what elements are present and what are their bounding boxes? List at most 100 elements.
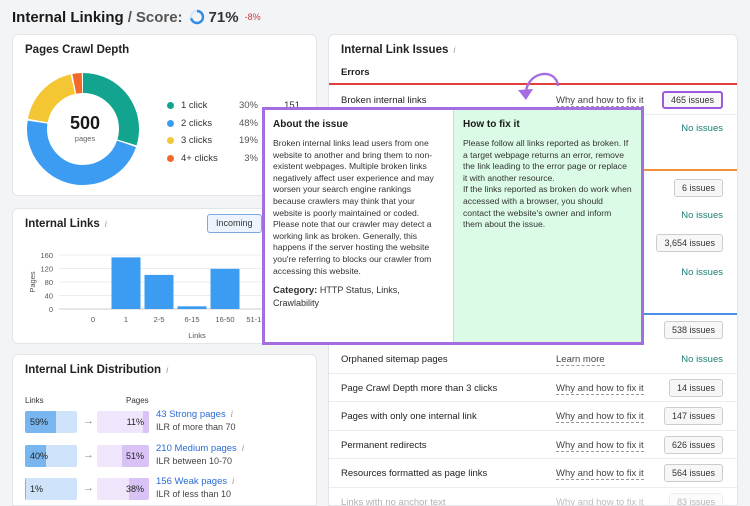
issue-row-no-anchor-text: Links with no anchor text Why and how to… bbox=[329, 488, 737, 506]
info-icon[interactable]: i bbox=[166, 365, 169, 375]
category-value: HTTP Status, Links, Crawlability bbox=[273, 285, 400, 309]
distribution-row-strong: 59% → 11% 43 Strong pages i ILR of more t… bbox=[25, 409, 315, 433]
legend-count: 151 bbox=[284, 100, 300, 112]
about-issue-panel: About the issue Broken internal links le… bbox=[265, 110, 453, 342]
issues-title: Internal Link Issues i bbox=[341, 44, 455, 56]
info-icon[interactable]: i bbox=[104, 219, 107, 229]
pages-share-bar: 51% bbox=[97, 445, 149, 467]
distribution-title-text: Internal Link Distribution bbox=[25, 364, 162, 376]
issue-category: Category: HTTP Status, Links, Crawlabili… bbox=[273, 284, 445, 309]
how-to-fix-link[interactable]: Why and how to fix it bbox=[556, 382, 644, 395]
how-to-fix-heading: How to fix it bbox=[463, 119, 520, 130]
legend-dot bbox=[167, 102, 174, 110]
weak-pages-link[interactable]: 156 Weak pages i bbox=[156, 476, 234, 487]
bar[interactable] bbox=[111, 257, 141, 309]
legend-dot bbox=[167, 154, 174, 162]
y-tick-label: 160 bbox=[40, 251, 53, 260]
issue-name: Page Crawl Depth more than 3 clicks bbox=[341, 382, 498, 394]
medium-pages-link[interactable]: 210 Medium pages i bbox=[156, 443, 244, 454]
y-tick-label: 120 bbox=[40, 265, 53, 274]
medium-pages-link-text: 210 Medium pages bbox=[156, 443, 237, 454]
pages-share-bar: 38% bbox=[97, 478, 149, 500]
how-to-fix-link[interactable]: Why and how to fix it bbox=[556, 497, 644, 506]
issues-count-badge[interactable]: 564 issues bbox=[663, 464, 723, 482]
issues-count-badge[interactable]: 538 issues bbox=[663, 321, 723, 339]
bar[interactable] bbox=[144, 274, 174, 309]
issue-row-resources-as-links: Resources formatted as page links Why an… bbox=[329, 459, 737, 488]
y-tick-label: 80 bbox=[45, 278, 53, 287]
legend-row-1-click[interactable]: 1 click 30% 151 bbox=[167, 97, 315, 115]
warnings-divider bbox=[629, 169, 737, 171]
info-icon[interactable]: i bbox=[230, 409, 233, 419]
info-icon[interactable]: i bbox=[241, 443, 244, 453]
bar[interactable] bbox=[177, 306, 207, 309]
issue-row-permanent-redirects: Permanent redirects Why and how to fix i… bbox=[329, 431, 737, 459]
pages-share-value: 11% bbox=[126, 417, 144, 427]
issues-title-text: Internal Link Issues bbox=[341, 44, 449, 56]
info-icon[interactable]: i bbox=[232, 476, 235, 486]
legend-label: 2 clicks bbox=[181, 117, 213, 129]
legend-label: 1 click bbox=[181, 100, 208, 112]
y-tick-label: 40 bbox=[45, 292, 53, 301]
legend-percent: 48% bbox=[238, 117, 258, 129]
legend-dot bbox=[167, 119, 174, 127]
x-tick-label: 1 bbox=[124, 315, 128, 324]
incoming-toggle-button[interactable]: Incoming bbox=[207, 214, 262, 233]
issues-count-badge[interactable]: 3,654 issues bbox=[656, 234, 723, 252]
donut-total: 500 bbox=[69, 113, 101, 133]
how-to-fix-link[interactable]: Why and how to fix it bbox=[556, 95, 644, 107]
issues-count-badge[interactable]: 465 issues bbox=[661, 91, 723, 109]
legend-label: 3 clicks bbox=[181, 135, 213, 147]
legend-dot bbox=[167, 137, 174, 145]
crawl-depth-title: Pages Crawl Depth bbox=[25, 44, 130, 56]
x-tick-label: 2-5 bbox=[154, 315, 165, 324]
weak-pages-description: ILR of less than 10 bbox=[156, 489, 232, 499]
distribution-title: Internal Link Distribution i bbox=[25, 364, 168, 376]
issue-name: Links with no anchor text bbox=[341, 496, 446, 506]
how-to-fix-link[interactable]: Why and how to fix it bbox=[556, 411, 644, 423]
notices-divider bbox=[629, 313, 737, 315]
internal-links-title: Internal Links i bbox=[25, 218, 107, 230]
crawl-depth-donut bbox=[27, 73, 139, 185]
links-column-header: Links bbox=[25, 396, 44, 405]
medium-pages-description: ILR between 10-70 bbox=[156, 456, 233, 466]
how-to-fix-link[interactable]: Why and how to fix it bbox=[556, 439, 644, 452]
x-tick-label: 6-15 bbox=[184, 315, 199, 324]
donut-slice[interactable] bbox=[27, 73, 139, 185]
no-issues-status: No issues bbox=[681, 210, 723, 221]
how-to-fix-panel: How to fix it Please follow all links re… bbox=[453, 110, 641, 342]
issues-count-badge[interactable]: 83 issues bbox=[668, 492, 723, 505]
about-issue-text: Broken internal links lead users from on… bbox=[273, 138, 434, 276]
strong-pages-description: ILR of more than 70 bbox=[156, 422, 236, 432]
info-icon[interactable]: i bbox=[453, 45, 456, 55]
arrow-right-icon: → bbox=[83, 415, 94, 427]
page-header: Internal Linking / Score: 71% -8% bbox=[12, 6, 261, 28]
score-ring-icon bbox=[189, 9, 204, 25]
pages-share-value: 38% bbox=[125, 484, 144, 494]
issues-count-badge[interactable]: 147 issues bbox=[663, 407, 723, 425]
bar[interactable] bbox=[210, 268, 240, 309]
issue-name: Pages with only one internal link bbox=[341, 411, 477, 422]
legend-percent: 19% bbox=[238, 135, 258, 147]
category-label: Category: bbox=[273, 285, 318, 297]
score-delta: -8% bbox=[244, 12, 261, 22]
strong-pages-link[interactable]: 43 Strong pages i bbox=[156, 409, 233, 420]
donut-slice[interactable] bbox=[27, 73, 139, 185]
issues-count-badge[interactable]: 6 issues bbox=[673, 179, 723, 197]
distribution-row-weak: 1% → 38% 156 Weak pages i ILR of less tha… bbox=[25, 476, 315, 500]
score-value: 71% bbox=[208, 8, 239, 26]
y-axis-label: Pages bbox=[28, 271, 37, 293]
weak-pages-link-text: 156 Weak pages bbox=[156, 476, 228, 487]
issue-row-one-internal-link: Pages with only one internal link Why an… bbox=[329, 402, 737, 431]
no-issues-status: No issues bbox=[681, 354, 723, 365]
donut-total-label: pages bbox=[74, 134, 96, 143]
how-to-fix-link[interactable]: Why and how to fix it bbox=[556, 468, 644, 480]
issue-row-orphaned-sitemap: Orphaned sitemap pages Learn more No iss… bbox=[329, 345, 737, 374]
learn-more-link[interactable]: Learn more bbox=[556, 354, 605, 366]
issue-name: Orphaned sitemap pages bbox=[341, 354, 448, 365]
issues-count-badge[interactable]: 626 issues bbox=[663, 435, 723, 454]
issues-count-badge[interactable]: 14 issues bbox=[668, 378, 723, 397]
x-tick-label: 51-150 bbox=[246, 315, 269, 324]
donut-center: 500 pages bbox=[45, 113, 125, 143]
y-tick-label: 0 bbox=[49, 305, 53, 314]
